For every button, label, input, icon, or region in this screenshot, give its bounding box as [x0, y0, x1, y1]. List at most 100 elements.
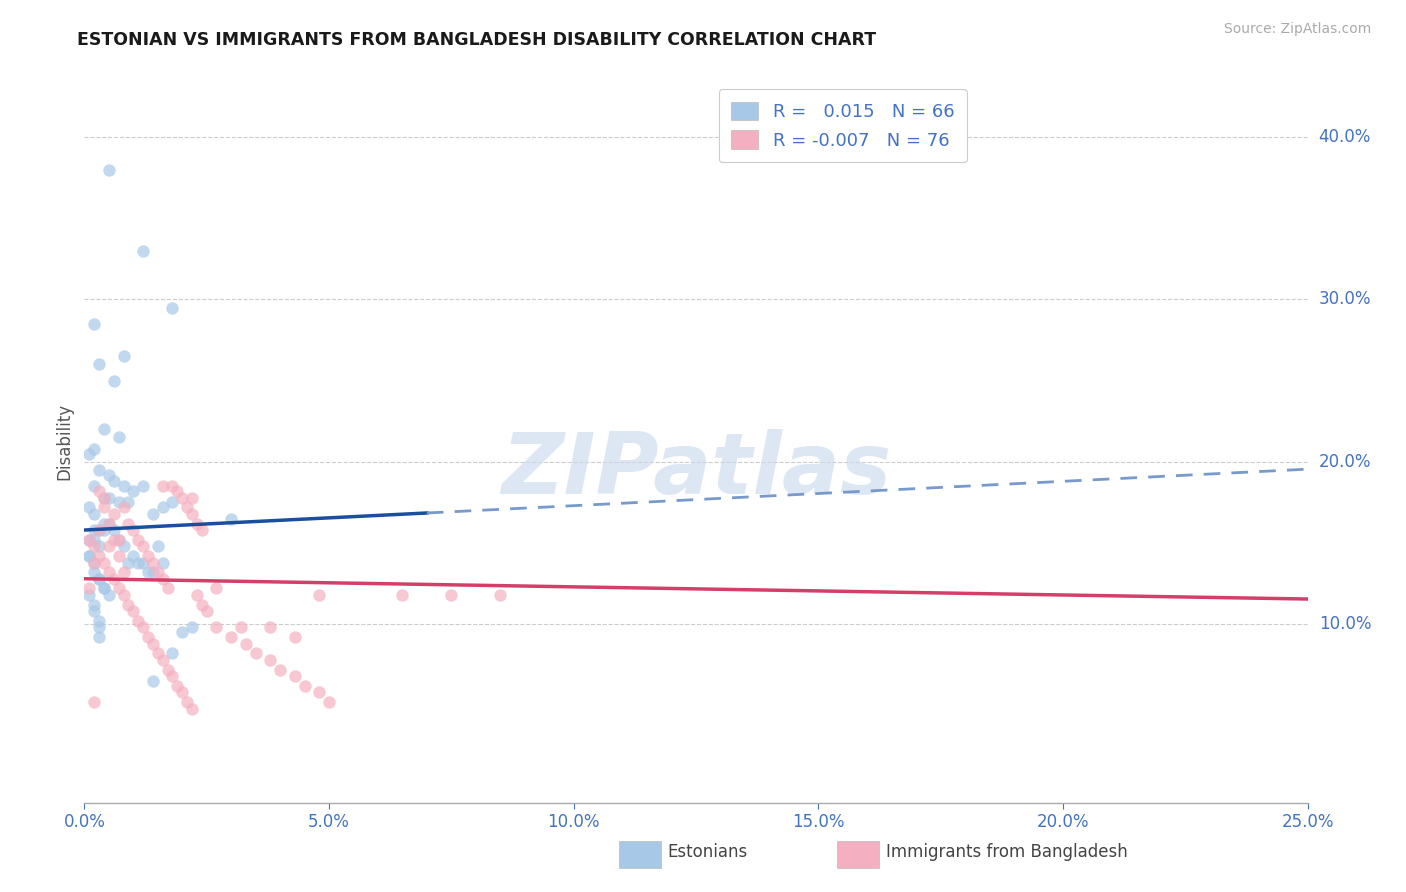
Point — [132, 539, 155, 553]
Point — [107, 582, 129, 596]
Point — [77, 533, 100, 547]
Point — [132, 620, 155, 634]
Text: 30.0%: 30.0% — [1319, 291, 1371, 309]
Point — [112, 588, 135, 602]
Point — [87, 523, 110, 537]
Point — [87, 523, 110, 537]
Point — [83, 598, 105, 612]
Point — [181, 491, 204, 505]
Point — [181, 701, 204, 715]
Point — [83, 566, 105, 580]
Point — [87, 549, 110, 563]
Point — [136, 566, 159, 580]
Point — [284, 669, 307, 683]
Point — [136, 549, 159, 563]
Point — [103, 533, 125, 547]
Point — [152, 653, 174, 667]
Point — [308, 588, 330, 602]
Point — [93, 500, 115, 515]
Point — [127, 533, 149, 547]
Text: ZIPatlas: ZIPatlas — [501, 429, 891, 512]
Point — [132, 244, 155, 258]
Point — [107, 430, 129, 444]
Point — [87, 463, 110, 477]
Point — [162, 479, 184, 493]
Point — [97, 467, 120, 482]
Point — [127, 614, 149, 628]
Point — [172, 491, 194, 505]
Point — [87, 484, 110, 499]
Point — [97, 516, 120, 531]
Point — [142, 637, 165, 651]
Point — [112, 566, 135, 580]
Point — [318, 695, 340, 709]
Point — [166, 679, 188, 693]
Point — [259, 653, 281, 667]
Point — [77, 588, 100, 602]
Point — [162, 647, 184, 661]
Point — [142, 673, 165, 688]
Point — [87, 620, 110, 634]
Point — [122, 604, 145, 618]
Point — [87, 358, 110, 372]
Point — [93, 523, 115, 537]
Text: Estonians: Estonians — [668, 843, 748, 861]
Point — [186, 516, 208, 531]
Point — [156, 663, 179, 677]
Point — [235, 637, 257, 651]
Point — [77, 582, 100, 596]
Point — [83, 556, 105, 570]
Point — [77, 533, 100, 547]
Point — [146, 647, 169, 661]
Point — [195, 604, 218, 618]
Point — [83, 539, 105, 553]
Point — [146, 566, 169, 580]
Point — [219, 511, 242, 525]
Text: Source: ZipAtlas.com: Source: ZipAtlas.com — [1223, 22, 1371, 37]
Point — [77, 549, 100, 563]
Point — [245, 647, 267, 661]
Point — [489, 588, 512, 602]
Point — [97, 588, 120, 602]
Point — [162, 669, 184, 683]
Point — [103, 374, 125, 388]
Point — [117, 556, 139, 570]
Text: 40.0%: 40.0% — [1319, 128, 1371, 146]
Point — [440, 588, 463, 602]
Point — [142, 566, 165, 580]
Point — [181, 507, 204, 521]
Point — [181, 620, 204, 634]
Point — [112, 539, 135, 553]
Point — [132, 556, 155, 570]
Point — [93, 516, 115, 531]
Point — [269, 663, 291, 677]
Point — [93, 556, 115, 570]
Point — [259, 620, 281, 634]
Point — [146, 539, 169, 553]
Point — [205, 582, 228, 596]
Point — [152, 500, 174, 515]
Point — [97, 566, 120, 580]
Point — [97, 162, 120, 177]
Point — [103, 507, 125, 521]
Point — [284, 630, 307, 644]
Point — [97, 539, 120, 553]
Point — [97, 516, 120, 531]
Point — [391, 588, 413, 602]
Point — [132, 479, 155, 493]
Point — [142, 556, 165, 570]
Point — [117, 516, 139, 531]
Text: 10.0%: 10.0% — [1319, 615, 1371, 633]
Point — [93, 491, 115, 505]
Text: ESTONIAN VS IMMIGRANTS FROM BANGLADESH DISABILITY CORRELATION CHART: ESTONIAN VS IMMIGRANTS FROM BANGLADESH D… — [77, 31, 876, 49]
Point — [103, 523, 125, 537]
Point — [112, 479, 135, 493]
Point — [87, 539, 110, 553]
Point — [229, 620, 252, 634]
Point — [87, 614, 110, 628]
Point — [176, 695, 198, 709]
Point — [117, 495, 139, 509]
Point — [77, 447, 100, 461]
Y-axis label: Disability: Disability — [55, 403, 73, 480]
Point — [103, 475, 125, 489]
